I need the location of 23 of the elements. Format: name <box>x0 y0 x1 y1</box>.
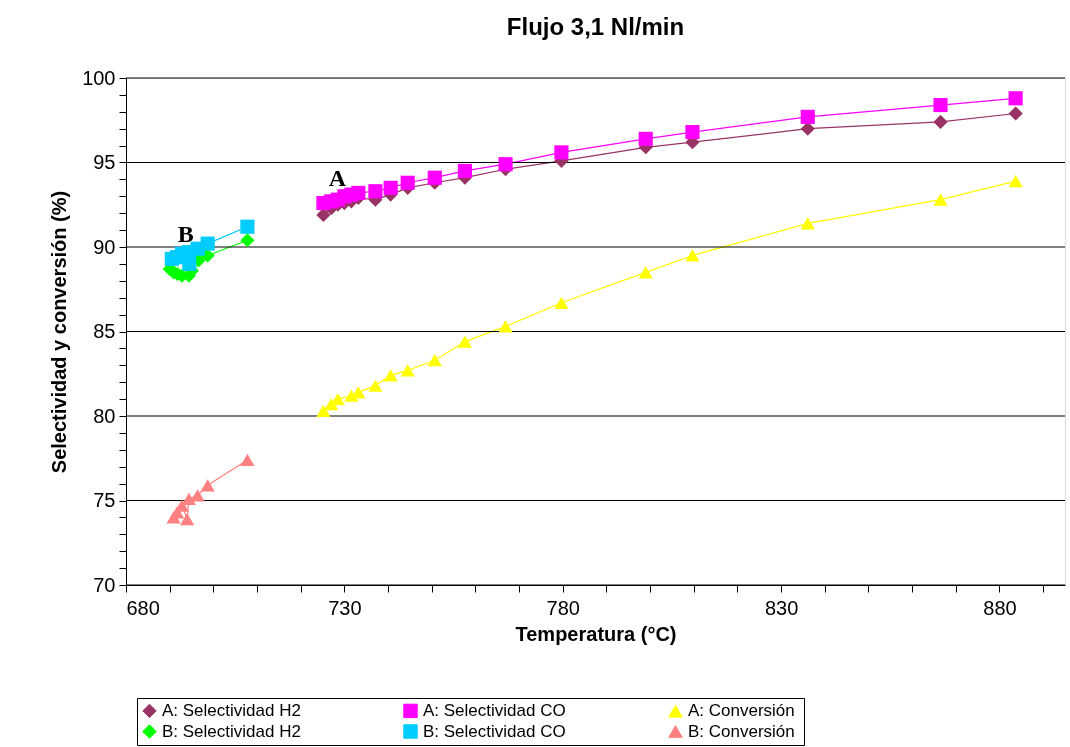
y-tick-label: 70 <box>93 573 116 596</box>
chart-title: Flujo 3,1 Nl/min <box>506 13 685 40</box>
legend-label: A: Selectividad CO <box>423 700 566 720</box>
annotation: A <box>328 165 347 192</box>
y-tick-label: 90 <box>93 235 116 258</box>
x-tick-label: 680 <box>126 596 160 619</box>
y-tick-label: 85 <box>93 320 116 342</box>
x-tick-label: 730 <box>328 596 362 619</box>
x-axis-title: Temperatura (°C) <box>515 622 677 645</box>
y-tick-label: 80 <box>93 404 116 427</box>
annotation: B <box>177 220 194 247</box>
legend-label: A: Conversión <box>688 701 795 721</box>
legend-label: B: Selectividad CO <box>423 721 566 741</box>
x-tick-label: 880 <box>983 596 1017 619</box>
y-tick-label: 75 <box>93 489 116 511</box>
legend-label: B: Selectividad H2 <box>162 721 301 741</box>
y-axis-title: Selectividad y conversión (%) <box>48 190 71 474</box>
x-tick-label: 780 <box>546 596 580 619</box>
legend-label: A: Selectividad H2 <box>162 700 301 720</box>
y-tick-label: 100 <box>82 66 116 89</box>
y-tick-label: 95 <box>93 151 116 173</box>
legend-label: B: Conversión <box>688 721 795 741</box>
x-tick-label: 830 <box>764 596 799 619</box>
